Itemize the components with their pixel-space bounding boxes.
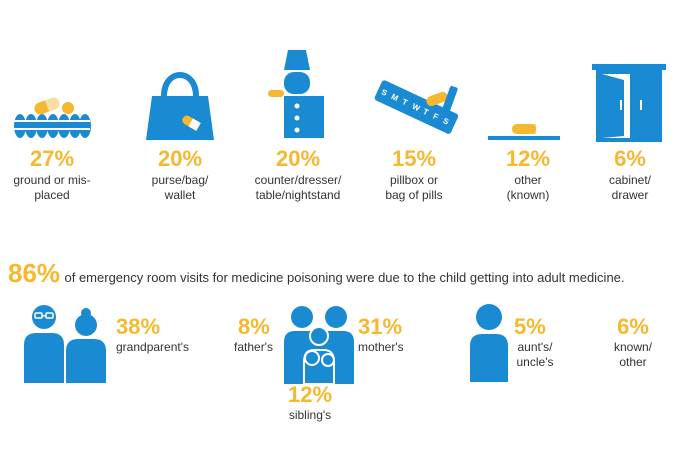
svg-text:S: S bbox=[380, 87, 389, 98]
owner-percent: 38% bbox=[116, 314, 161, 339]
headline-percent: 86% bbox=[8, 258, 61, 288]
purse-icon bbox=[146, 72, 214, 140]
location-label: counter/dresser/ table/nightstand bbox=[254, 173, 342, 202]
location-percent: 20% bbox=[157, 146, 203, 171]
ground-pills-icon bbox=[14, 95, 91, 138]
cabinet-icon bbox=[592, 64, 666, 142]
svg-text:W: W bbox=[411, 102, 422, 114]
location-label: ground or mis- placed bbox=[13, 173, 91, 202]
owner-label: grandparent's bbox=[116, 340, 190, 354]
location-label: cabinet/ drawer bbox=[608, 173, 652, 202]
owner-label: sibling's bbox=[288, 408, 332, 422]
location-percent: 20% bbox=[275, 146, 321, 171]
svg-text:M: M bbox=[390, 92, 400, 103]
svg-text:S: S bbox=[441, 116, 450, 127]
location-label: other (known) bbox=[506, 173, 550, 202]
svg-text:T: T bbox=[422, 107, 430, 117]
svg-text:F: F bbox=[432, 111, 440, 121]
location-label: purse/bag/ wallet bbox=[151, 173, 209, 202]
owner-percent: 6% bbox=[617, 314, 649, 339]
family-icon bbox=[284, 306, 354, 384]
owner-percent: 31% bbox=[358, 314, 403, 339]
location-label: pillbox or bag of pills bbox=[385, 173, 443, 202]
owner-label: mother's bbox=[358, 340, 404, 354]
location-percent: 15% bbox=[391, 146, 437, 171]
owner-percent: 12% bbox=[287, 382, 333, 407]
svg-text:T: T bbox=[401, 97, 409, 107]
owner-percent: 8% bbox=[238, 314, 270, 339]
owner-label: father's bbox=[234, 340, 273, 354]
location-percent: 12% bbox=[505, 146, 551, 171]
grandparents-icon bbox=[24, 305, 106, 383]
pill-icon bbox=[488, 124, 560, 140]
location-percent: 27% bbox=[29, 146, 75, 171]
nightstand-icon bbox=[268, 50, 324, 138]
owner-label: known/ other bbox=[613, 340, 653, 369]
person-icon bbox=[470, 304, 508, 382]
owner-percent: 5% bbox=[514, 314, 546, 339]
headline: 86% of emergency room visits for medicin… bbox=[8, 258, 668, 289]
location-percent: 6% bbox=[614, 146, 646, 171]
headline-text: of emergency room visits for medicine po… bbox=[64, 270, 625, 285]
owner-label: aunt's/ uncle's bbox=[516, 340, 554, 369]
